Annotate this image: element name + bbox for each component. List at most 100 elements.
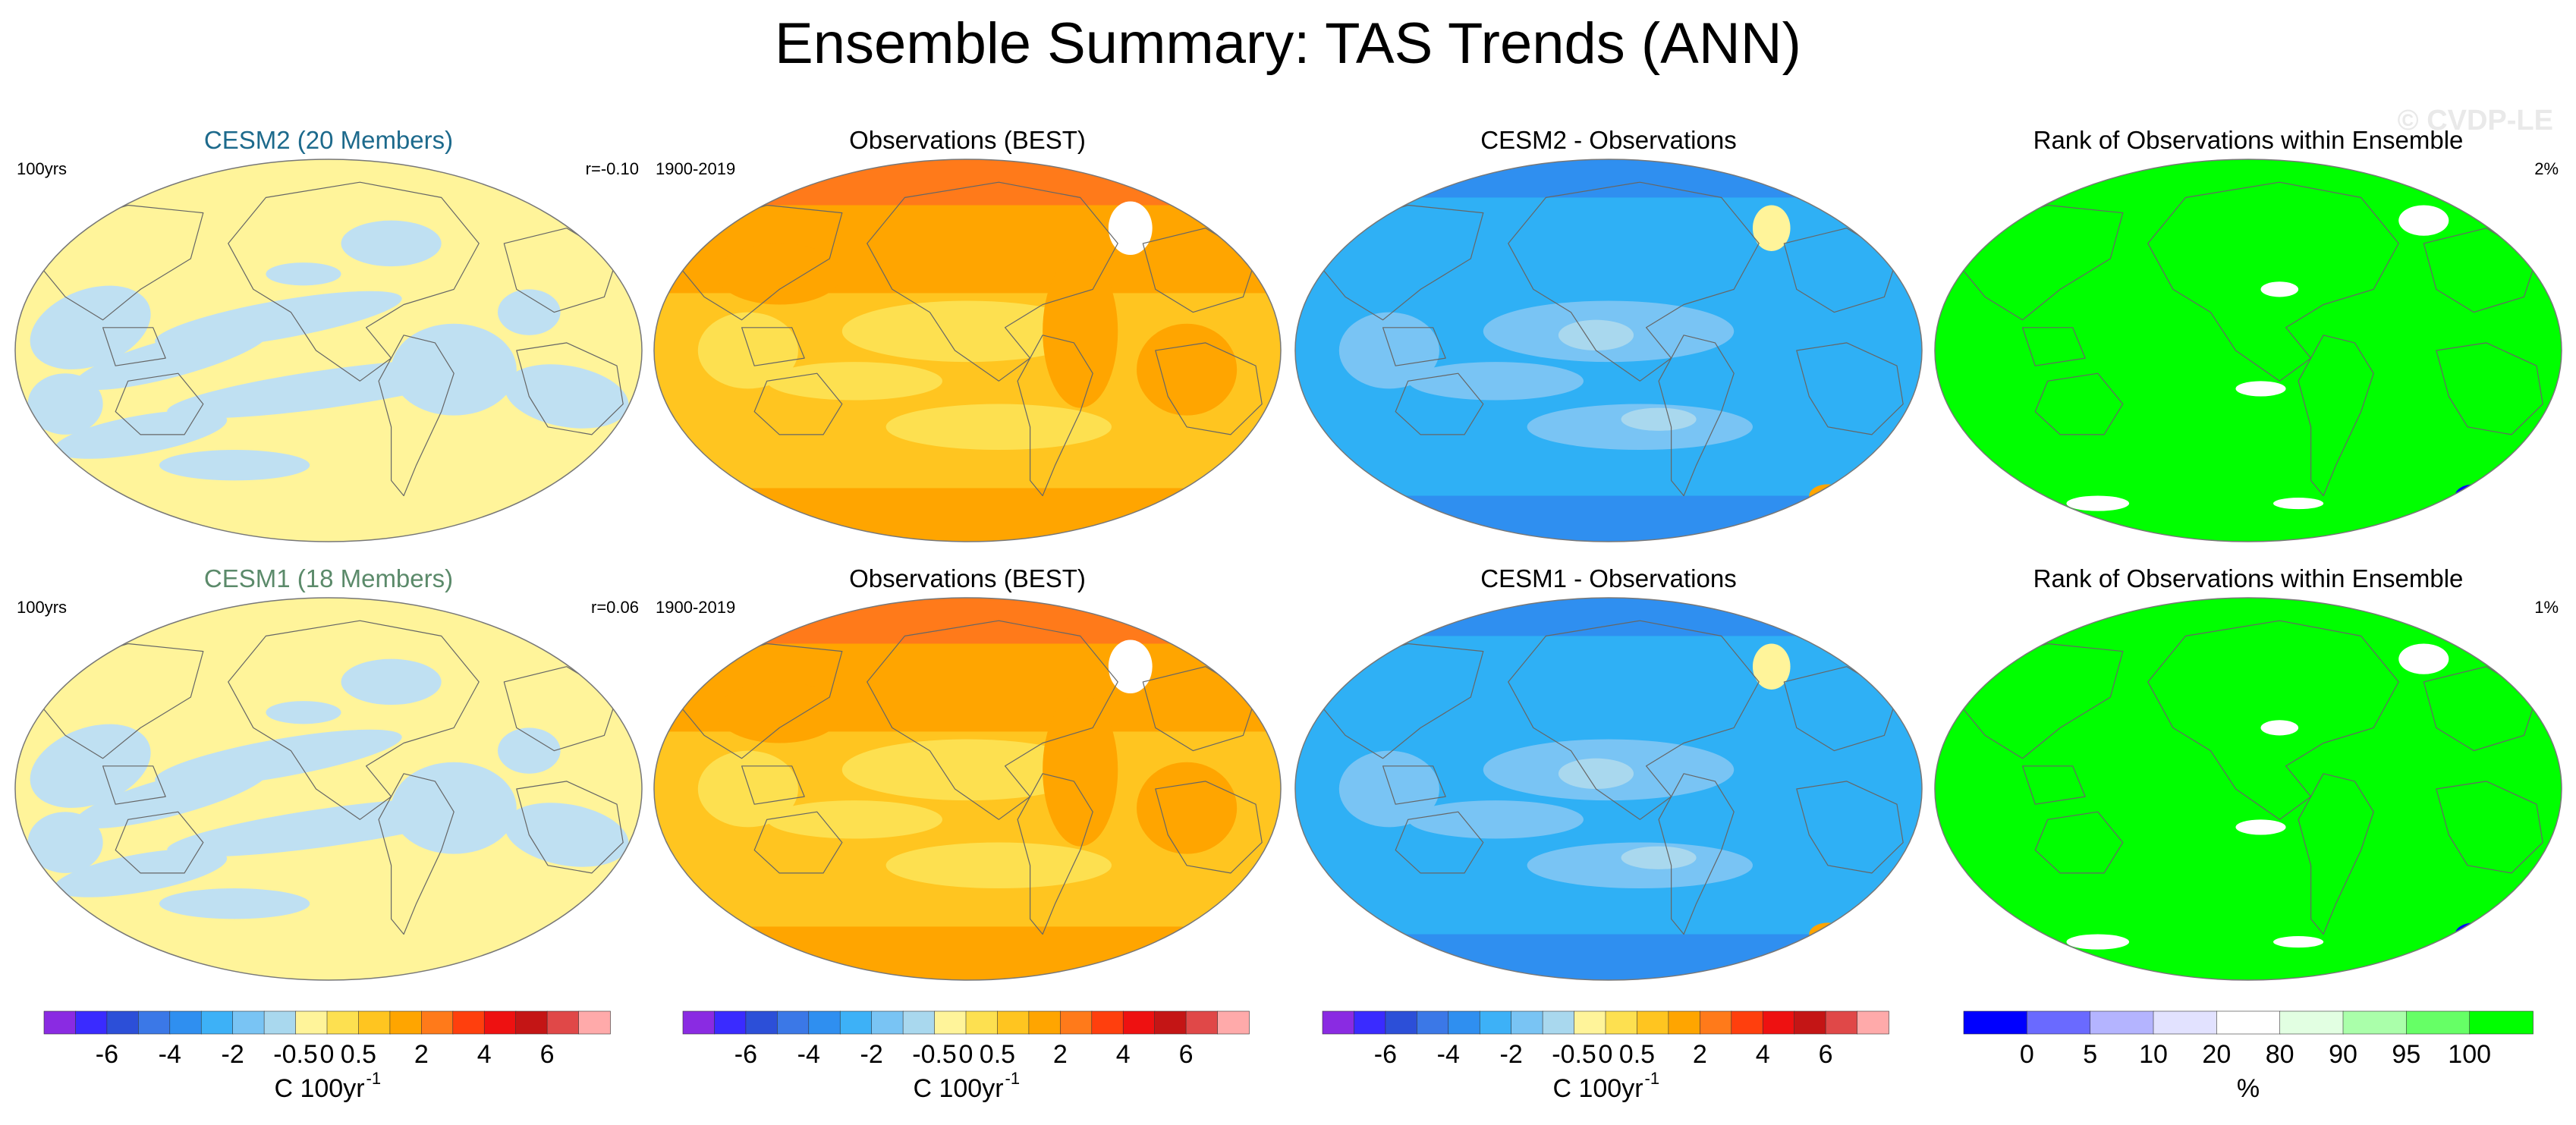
positive-difference-region <box>1809 922 1847 946</box>
cooling-region <box>27 373 103 435</box>
weaker-difference-region <box>1338 750 1439 828</box>
figure-title: Ensemble Summary: TAS Trends (ANN) <box>775 11 1801 76</box>
colorbar-box <box>1091 1010 1124 1035</box>
colorbar-box <box>1322 1010 1355 1035</box>
colorbar-box <box>578 1010 611 1035</box>
colorbar: -6 -4 -2 -0.5 0 0.5 2 4 6 C 100yr -1 <box>43 1010 611 1103</box>
obs-map-field <box>654 598 1281 980</box>
colorbar-tick-label: 6 <box>1179 1040 1194 1069</box>
mid-rank-region <box>2235 381 2286 397</box>
panel-right-label: r=-0.10 <box>586 159 639 178</box>
mid-rank-region <box>2398 205 2449 236</box>
colorbar-tick-label: 0 <box>959 1040 973 1069</box>
map-panels: CESM2 (20 Members) 100yrs r=-0.10 Observati… <box>14 126 2562 981</box>
colorbar-tick-label: 80 <box>2266 1040 2294 1069</box>
colorbar-box <box>808 1010 841 1035</box>
low-rank-region <box>2455 922 2493 946</box>
map-panel: CESM1 - Observations <box>1294 564 1923 981</box>
mid-rank-region <box>2235 819 2286 835</box>
colorbar-box <box>1857 1010 1889 1035</box>
positive-difference-region <box>1809 484 1847 508</box>
colorbar-box <box>1060 1010 1093 1035</box>
mid-rank-region <box>2398 643 2449 674</box>
panel-left-label: 100yrs <box>17 159 67 178</box>
colorbar-box <box>745 1010 778 1035</box>
panel-left-label: 1900-2019 <box>656 598 735 617</box>
colorbar-unit-label: % <box>2237 1074 2260 1103</box>
colorbar-box <box>1668 1010 1701 1035</box>
mild-warming-region <box>841 739 1093 801</box>
colorbar-box <box>1963 1010 2028 1035</box>
map-panel: Observations (BEST) 1900-2019 <box>653 564 1282 981</box>
map-panel: CESM1 (18 Members) 100yrs r=0.06 <box>14 564 643 981</box>
coastlines <box>678 181 1263 497</box>
mid-rank-region <box>2260 720 2299 736</box>
weaker-difference-region <box>1338 312 1439 389</box>
colorbar-box <box>1637 1010 1669 1035</box>
mid-rank-region <box>2260 281 2299 297</box>
cooling-region <box>391 762 517 854</box>
colorbar-box <box>546 1010 580 1035</box>
map-border <box>1934 597 2562 981</box>
colorbar-box <box>1448 1010 1481 1035</box>
colorbar-box <box>2027 1010 2091 1035</box>
colorbar: -6 -4 -2 -0.5 0 0.5 2 4 6 C 100yr -1 <box>1322 1010 1889 1103</box>
colorbar-box <box>326 1010 360 1035</box>
colorbar-unit-label: C 100yr <box>913 1074 1003 1103</box>
colorbar-box <box>2406 1010 2471 1035</box>
colorbars: -6 -4 -2 -0.5 0 0.5 2 4 6C 100yr -1-6 -4 -2 -0.5 0 0.5… <box>43 1010 2534 1103</box>
colorbar-unit-exponent: -1 <box>366 1069 382 1088</box>
cooling-region <box>30 285 151 369</box>
colorbar-tick-label: 6 <box>1819 1040 1833 1069</box>
strong-warming-region <box>716 243 842 305</box>
colorbar-tick-label: 2 <box>1693 1040 1707 1069</box>
map-border <box>14 597 643 981</box>
low-rank-region <box>1972 602 1986 610</box>
colorbar: 0 5 10 20 80 90 95 100% <box>1963 1010 2534 1103</box>
low-rank-region <box>2013 930 2045 946</box>
map-panel: CESM2 - Observations <box>1294 126 1923 542</box>
weaker-difference-region <box>1408 800 1584 839</box>
panel-left-label: 1900-2019 <box>656 159 735 178</box>
panel-title: Observations (BEST) <box>849 126 1086 154</box>
map-border <box>653 597 1282 981</box>
low-rank-region <box>1972 163 1986 171</box>
colorbar-box <box>1794 1010 1826 1035</box>
mild-warming-region <box>885 404 1112 451</box>
colorbar-box <box>2279 1010 2344 1035</box>
colorbar-tick-label: 2 <box>414 1040 429 1069</box>
panel-title: Observations (BEST) <box>849 564 1086 592</box>
panel-title: Rank of Observations within Ensemble <box>2033 564 2464 592</box>
colorbar-box <box>1354 1010 1386 1035</box>
cooling-region <box>341 220 442 267</box>
colorbar-tick-label: -0.5 <box>273 1040 318 1069</box>
map-panel: Rank of Observations within Ensemble 1% <box>1934 564 2562 981</box>
colorbar-box <box>2090 1010 2154 1035</box>
cooling-region <box>159 450 310 481</box>
cooling-region <box>159 888 310 919</box>
coastlines <box>678 620 1263 935</box>
colorbar-tick-label: 10 <box>2139 1040 2168 1069</box>
colorbar-box <box>1185 1010 1219 1035</box>
colorbar-box <box>1217 1010 1250 1035</box>
colorbar-box <box>1825 1010 1858 1035</box>
cooling-region <box>266 262 341 286</box>
mid-rank-region <box>2273 498 2324 510</box>
colorbar-tick-label: -4 <box>159 1040 181 1069</box>
colorbar-tick-label: 6 <box>540 1040 555 1069</box>
colorbar-tick-label: -6 <box>96 1040 118 1069</box>
panel-left-label: 100yrs <box>17 598 67 617</box>
colorbar-box <box>839 1010 873 1035</box>
mid-rank-region <box>2066 934 2130 950</box>
map-panel: Rank of Observations within Ensemble 2% <box>1934 126 2562 542</box>
coastlines <box>39 181 624 497</box>
coastlines <box>39 620 624 935</box>
colorbar-box <box>169 1010 203 1035</box>
map-border <box>653 159 1282 542</box>
colorbar-box <box>934 1010 967 1035</box>
diff-map-field <box>1295 598 1922 980</box>
near-zero-region <box>1621 846 1697 869</box>
colorbar-unit-label: C 100yr <box>274 1074 364 1103</box>
colorbar-tick-label: 5 <box>2083 1040 2097 1069</box>
panel-right-label: 1% <box>2534 598 2559 617</box>
